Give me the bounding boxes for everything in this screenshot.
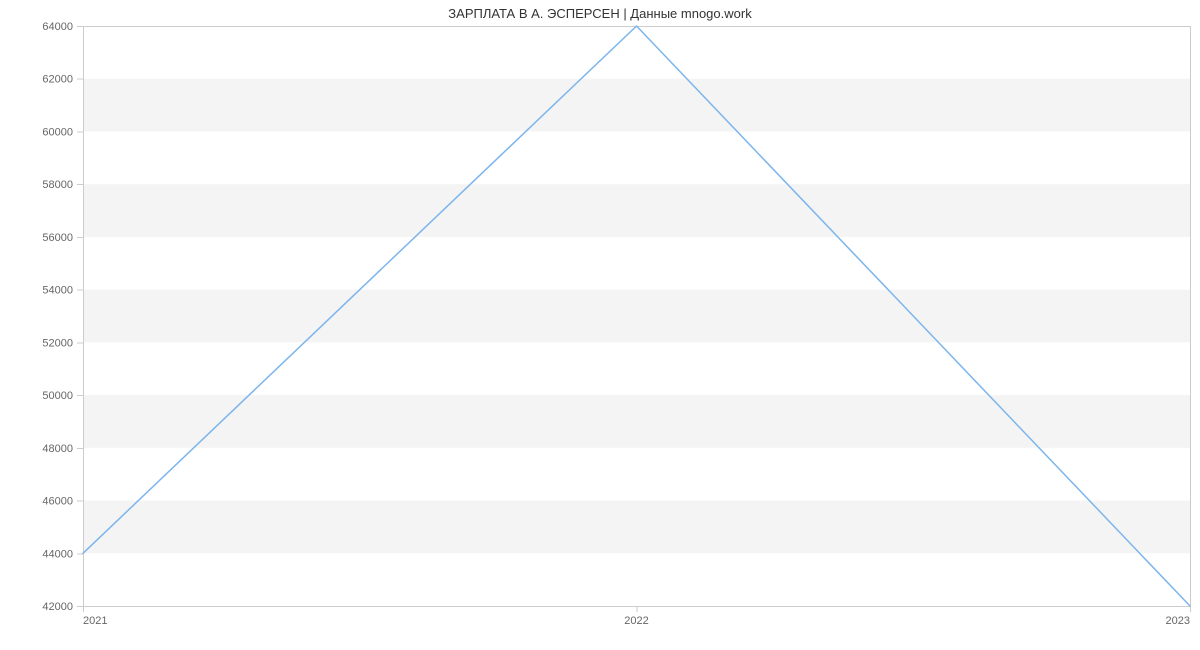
salary-line-chart: ЗАРПЛАТА В А. ЭСПЕРСЕН | Данные mnogo.wo… xyxy=(0,0,1200,650)
y-tick-label: 48000 xyxy=(42,443,73,455)
y-tick-label: 60000 xyxy=(42,126,73,138)
y-tick-label: 58000 xyxy=(42,179,73,191)
y-tick-label: 56000 xyxy=(42,232,73,244)
x-tick-label: 2023 xyxy=(1166,615,1190,627)
y-tick-label: 54000 xyxy=(42,285,73,297)
chart-svg: 42000 44000 46000 48000 50000 52000 54000 56000… xyxy=(0,0,1200,650)
y-tick-label: 46000 xyxy=(42,496,73,508)
y-tick-label: 62000 xyxy=(42,74,73,86)
plot-band xyxy=(83,395,1190,448)
x-tick-label: 2021 xyxy=(83,615,107,627)
plot-band xyxy=(83,79,1190,132)
x-tick-label: 2022 xyxy=(624,615,648,627)
plot-band xyxy=(83,184,1190,237)
y-tick-label: 42000 xyxy=(42,601,73,613)
y-tick-label: 64000 xyxy=(42,21,73,33)
y-tick-label: 52000 xyxy=(42,337,73,349)
y-tick-label: 44000 xyxy=(42,548,73,560)
plot-band xyxy=(83,501,1190,554)
plot-band xyxy=(83,290,1190,343)
y-tick-label: 50000 xyxy=(42,390,73,402)
chart-title: ЗАРПЛАТА В А. ЭСПЕРСЕН | Данные mnogo.wo… xyxy=(0,6,1200,21)
